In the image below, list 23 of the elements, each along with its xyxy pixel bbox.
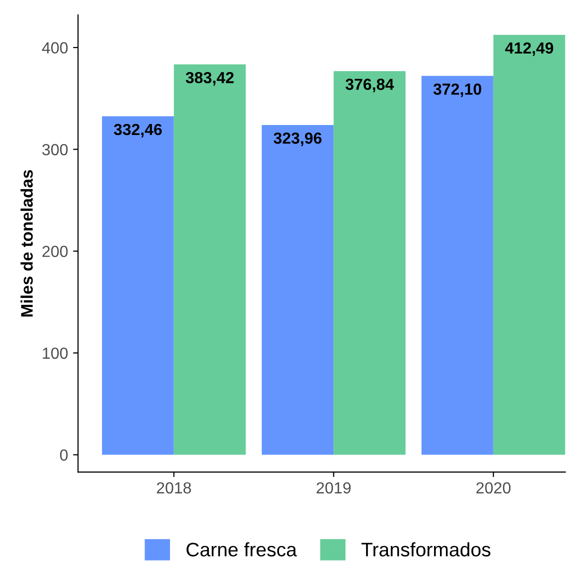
bar xyxy=(102,116,174,455)
x-tick-label: 2020 xyxy=(476,482,511,494)
y-tick-label: 400 xyxy=(42,42,68,54)
bar xyxy=(422,76,494,455)
bar xyxy=(334,71,406,455)
y-tick-label: 0 xyxy=(60,449,68,461)
data-label: 383,42 xyxy=(186,72,234,86)
data-label: 332,46 xyxy=(114,124,162,138)
y-tick-label: 100 xyxy=(42,348,68,359)
legend-label: Carne fresca xyxy=(186,542,297,556)
data-label: 323,96 xyxy=(274,132,322,146)
y-tick-label: 300 xyxy=(42,144,68,156)
data-label: 412,49 xyxy=(505,42,554,56)
bar xyxy=(262,124,334,455)
y-tick-label: 200 xyxy=(42,246,68,258)
y-axis-title: Miles de toneladas xyxy=(20,170,33,316)
x-tick-label: 2019 xyxy=(316,482,351,494)
data-label: 372,10 xyxy=(433,83,482,98)
bar xyxy=(493,34,566,455)
x-tick-label: 2018 xyxy=(156,482,191,494)
data-label: 376,84 xyxy=(346,78,394,92)
legend-label: Transformados xyxy=(361,542,490,556)
bar xyxy=(174,64,246,455)
